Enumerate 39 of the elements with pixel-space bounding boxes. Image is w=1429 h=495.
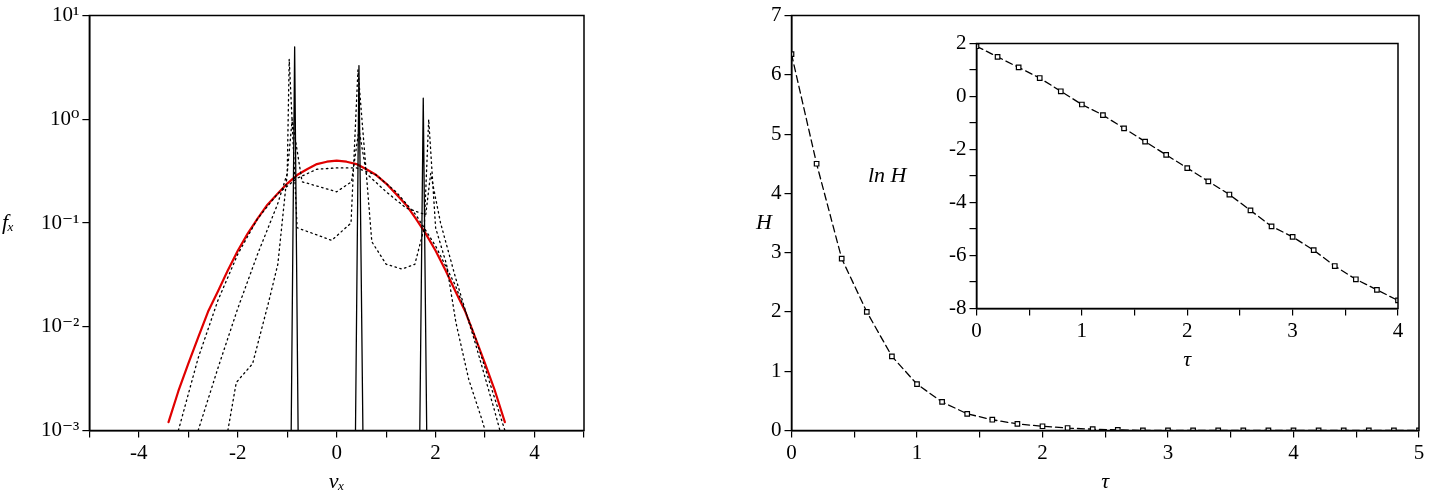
x-tick-label: 3	[1287, 317, 1298, 342]
x-tick-label: 1	[1076, 317, 1088, 342]
y-tick-label: 10⁻³	[40, 416, 80, 441]
y-tick-label: 5	[771, 120, 782, 145]
y-tick-label: -6	[948, 241, 967, 266]
x-tick-label: 5	[1413, 439, 1425, 464]
y-tick-label: 2	[955, 30, 967, 55]
x-tick-label: 0	[331, 439, 342, 464]
x-tick-label: 2	[1037, 439, 1048, 464]
x-tick-label: 1	[911, 439, 923, 464]
y-tick-label: 0	[955, 83, 967, 108]
y-tick-label: 4	[771, 179, 782, 204]
y-tick-label: 6	[771, 61, 782, 86]
y-tick-label: 7	[771, 2, 782, 27]
x-tick-label: 2	[430, 439, 441, 464]
y-tick-label: 2	[771, 298, 782, 323]
x-tick-label: 4	[1392, 317, 1404, 342]
y-axis-title: fₓ	[2, 208, 15, 234]
y-tick-label: -4	[948, 189, 967, 213]
x-axis-title: vₓ	[328, 467, 345, 493]
y-tick-label: 1	[771, 357, 782, 382]
y-axis-title: ln H	[868, 161, 908, 187]
x-tick-label: 4	[529, 439, 541, 464]
y-tick-label: 10¹	[52, 2, 80, 27]
y-tick-label: 10⁻¹	[40, 209, 80, 234]
x-tick-label: 3	[1162, 439, 1174, 464]
x-axis-title: τ	[1101, 467, 1111, 493]
x-tick-label: 4	[1288, 439, 1300, 464]
x-tick-label: 2	[1182, 317, 1193, 342]
y-tick-label: -2	[948, 136, 967, 161]
y-tick-label: 10⁻²	[40, 313, 80, 338]
y-tick-label: -8	[948, 294, 967, 319]
y-axis-title: H	[755, 208, 773, 234]
x-tick-label: -2	[229, 439, 247, 464]
x-axis-title: τ	[1183, 345, 1193, 371]
y-tick-label: 10⁰	[49, 105, 80, 130]
x-tick-label: -4	[130, 439, 149, 464]
y-tick-label: 0	[771, 416, 782, 441]
y-tick-label: 3	[771, 239, 782, 264]
